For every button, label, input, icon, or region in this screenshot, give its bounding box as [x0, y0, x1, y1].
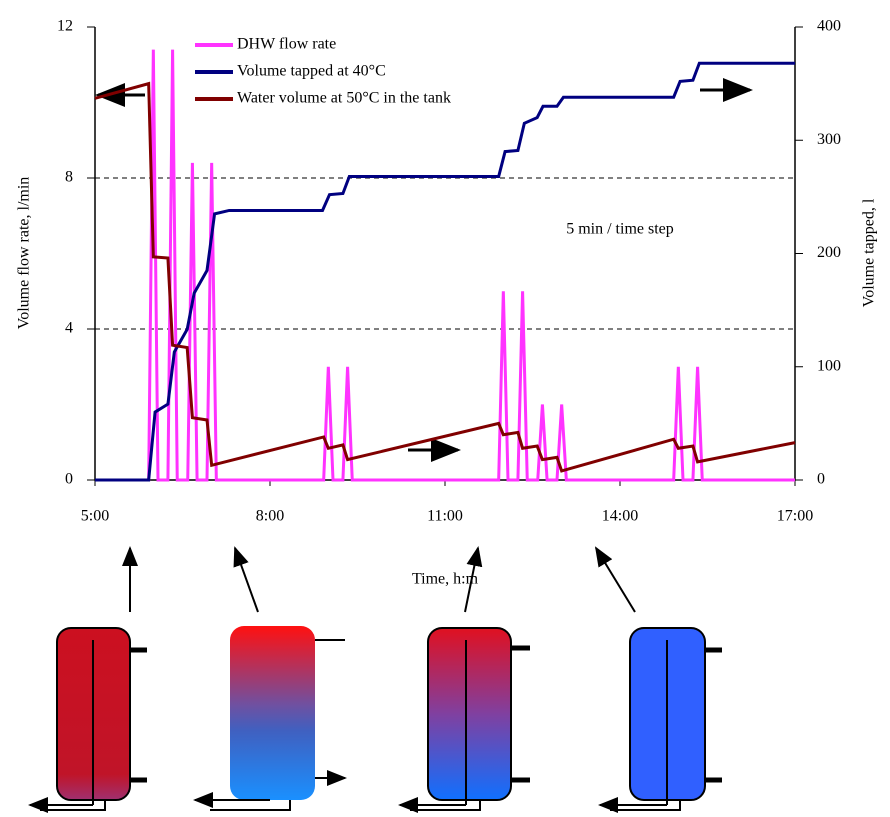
y2-tick-label: 400 — [817, 18, 841, 35]
x-tick-label: 5:00 — [81, 508, 109, 525]
y-tick-label: 0 — [65, 471, 73, 488]
x-tick-label: 14:00 — [602, 508, 638, 525]
annotation: 5 min / time step — [566, 221, 674, 238]
y-tick-label: 4 — [65, 320, 73, 337]
y2-tick-label: 100 — [817, 357, 841, 374]
series-line — [94, 81, 796, 473]
x-tick-label: 8:00 — [256, 508, 284, 525]
y2-tick-label: 200 — [817, 244, 841, 261]
y-axis-label: Volume flow rate, l/min — [16, 177, 33, 330]
y-tick-label: 8 — [65, 169, 73, 186]
legend-label: Volume tapped at 40°C — [237, 63, 386, 80]
legend-label: DHW flow rate — [237, 36, 336, 53]
tank-illustrations — [30, 626, 722, 810]
series-line — [95, 49, 795, 482]
y2-tick-label: 300 — [817, 131, 841, 148]
y2-axis-label: Volume tapped, l — [861, 198, 878, 307]
x-tick-label: 17:00 — [777, 508, 813, 525]
y-tick-label: 12 — [57, 18, 73, 35]
x-tick-label: 11:00 — [427, 508, 463, 525]
series-line — [95, 61, 795, 482]
y2-tick-label: 0 — [817, 471, 825, 488]
legend-label: Water volume at 50°C in the tank — [237, 90, 451, 107]
x-axis-label: Time, h:m — [412, 571, 479, 588]
